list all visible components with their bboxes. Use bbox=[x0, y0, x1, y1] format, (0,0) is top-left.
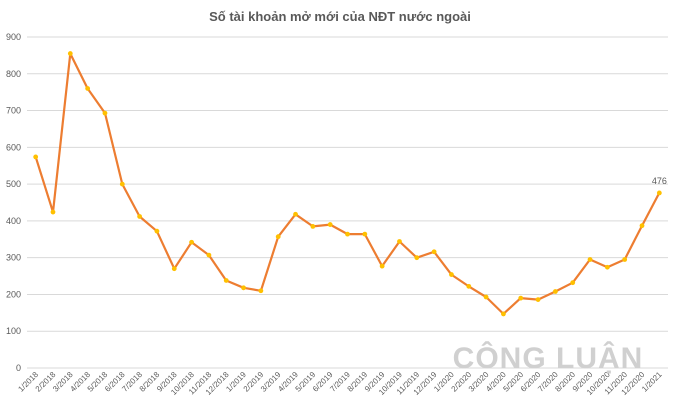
y-tick-label: 100 bbox=[6, 326, 21, 336]
gridlines bbox=[27, 36, 668, 369]
data-point bbox=[362, 231, 368, 237]
data-point bbox=[310, 224, 316, 229]
data-point bbox=[622, 257, 628, 262]
data-point bbox=[258, 288, 264, 294]
chart-title: Số tài khoản mở mới của NĐT nước ngoài bbox=[209, 9, 471, 24]
y-tick-label: 600 bbox=[6, 142, 21, 152]
data-point bbox=[414, 255, 420, 261]
data-point bbox=[552, 289, 558, 294]
data-point bbox=[501, 311, 506, 317]
y-tick-label: 400 bbox=[6, 216, 21, 226]
data-point bbox=[466, 283, 472, 289]
data-point bbox=[293, 211, 298, 217]
y-axis-ticks: 0 100 200 300 400 500 600 700 800 900 bbox=[6, 32, 21, 373]
data-point bbox=[33, 154, 39, 160]
data-point bbox=[656, 190, 662, 196]
data-point bbox=[119, 181, 125, 187]
y-tick-label: 300 bbox=[6, 253, 21, 263]
data-point bbox=[397, 239, 402, 244]
data-point bbox=[50, 209, 56, 215]
data-point bbox=[206, 252, 212, 258]
y-tick-label: 200 bbox=[6, 289, 21, 299]
data-point bbox=[67, 51, 73, 56]
series-line bbox=[33, 51, 662, 317]
data-point bbox=[327, 222, 333, 227]
data-point bbox=[518, 295, 524, 301]
data-point bbox=[587, 257, 593, 262]
data-point bbox=[154, 228, 160, 234]
data-point bbox=[449, 272, 454, 277]
data-point bbox=[639, 223, 645, 229]
data-label: 476 bbox=[652, 176, 667, 186]
data-point bbox=[275, 234, 281, 240]
y-tick-label: 800 bbox=[6, 69, 21, 79]
y-tick-label: 700 bbox=[6, 106, 21, 116]
watermark: CÔNG LUẬN bbox=[453, 341, 644, 375]
data-point bbox=[223, 278, 229, 283]
data-point bbox=[570, 280, 576, 286]
data-point bbox=[241, 285, 246, 291]
data-labels: 476 bbox=[652, 176, 667, 186]
y-tick-label: 900 bbox=[6, 32, 21, 42]
data-point bbox=[483, 294, 489, 300]
data-point bbox=[604, 264, 610, 270]
data-point bbox=[171, 266, 177, 272]
data-point bbox=[345, 231, 350, 237]
y-tick-label: 0 bbox=[16, 363, 21, 373]
data-point bbox=[379, 263, 385, 269]
data-point bbox=[85, 86, 91, 91]
data-point bbox=[189, 239, 194, 245]
y-tick-label: 500 bbox=[6, 179, 21, 189]
data-point bbox=[102, 110, 108, 116]
data-point bbox=[431, 249, 437, 255]
data-point bbox=[137, 214, 143, 219]
x-tick-label: 1/2021 bbox=[640, 370, 664, 394]
data-point bbox=[535, 297, 541, 302]
